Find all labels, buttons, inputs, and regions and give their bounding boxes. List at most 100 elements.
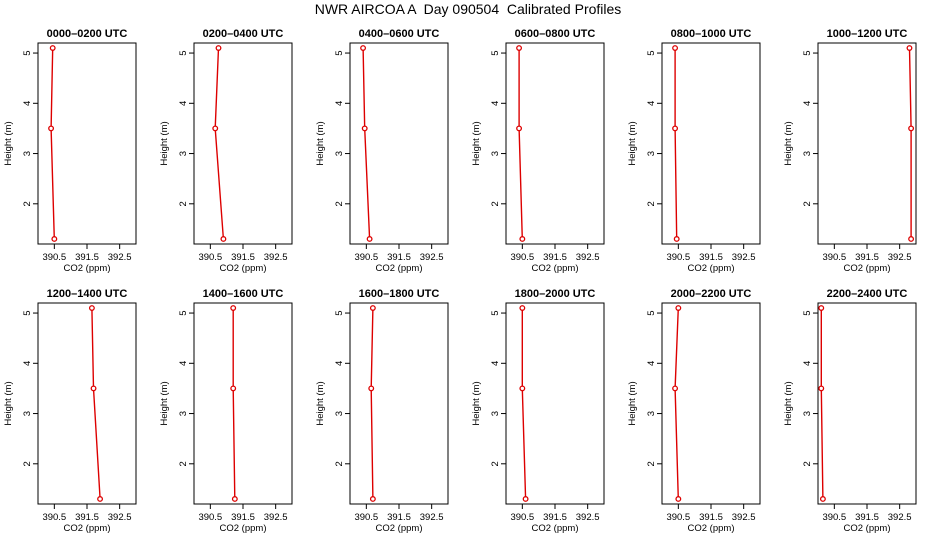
x-axis-label: CO2 (ppm) — [64, 263, 111, 274]
y-tick-label: 5 — [334, 310, 345, 315]
data-point — [818, 385, 825, 392]
y-tick-label: 4 — [646, 361, 657, 366]
x-tick-label: 392.5 — [264, 252, 288, 263]
panel-title: 0800–1000 UTC — [671, 28, 752, 40]
panel-title: 0600–0800 UTC — [515, 28, 596, 40]
x-tick-label: 390.5 — [42, 512, 66, 523]
data-point — [231, 496, 238, 502]
y-tick-label: 2 — [334, 461, 345, 466]
x-tick-label: 391.5 — [855, 252, 879, 263]
panel-6: 1000–1200 UTC 390.5 391.5 392.5 2 3 4 5 CO2 (ppm… — [783, 28, 917, 274]
y-tick-label: 2 — [802, 201, 813, 206]
x-tick-label: 391.5 — [699, 512, 723, 523]
panel-12: 2200–2400 UTC 390.5 391.5 392.5 2 3 4 5 CO2 (ppm… — [783, 288, 917, 534]
y-tick-label: 2 — [334, 201, 345, 206]
y-tick-label: 4 — [334, 361, 345, 366]
x-tick-label: 391.5 — [75, 512, 99, 523]
panel-title: 0400–0600 UTC — [359, 28, 440, 40]
y-tick-label: 2 — [802, 461, 813, 466]
profile-line — [232, 308, 236, 500]
x-tick-label: 392.5 — [732, 252, 756, 263]
x-tick-label: 391.5 — [387, 512, 411, 523]
y-axis-label: Height (m) — [783, 381, 794, 425]
panel-2: 0200–0400 UTC 390.5 391.5 392.5 2 3 4 5 CO2 (ppm… — [159, 28, 293, 274]
y-tick-label: 2 — [490, 201, 501, 206]
y-tick-label: 3 — [802, 411, 813, 416]
data-point — [675, 305, 682, 311]
profile-line — [674, 307, 679, 500]
profile-line — [908, 47, 912, 239]
data-point — [673, 236, 680, 242]
y-tick-label: 5 — [646, 50, 657, 55]
panel-5: 0800–1000 UTC 390.5 391.5 392.5 2 3 4 5 CO2 (ppm… — [627, 28, 761, 274]
profile-line — [50, 47, 55, 240]
y-tick-label: 3 — [22, 151, 33, 156]
x-axis-label: CO2 (ppm) — [376, 263, 423, 274]
x-tick-label: 391.5 — [387, 252, 411, 263]
y-tick-label: 5 — [22, 50, 33, 55]
data-point — [906, 45, 913, 51]
y-tick-label: 5 — [334, 50, 345, 55]
profile-line — [521, 308, 527, 500]
panel-3: 0400–0600 UTC 390.5 391.5 392.5 2 3 4 5 CO2 (ppm… — [315, 28, 449, 274]
x-tick-label: 391.5 — [543, 512, 567, 523]
y-tick-label: 3 — [178, 411, 189, 416]
panel-7: 1200–1400 UTC 390.5 391.5 392.5 2 3 4 5 CO2 (ppm… — [3, 288, 137, 534]
panel-title: 1400–1600 UTC — [203, 288, 284, 300]
y-tick-label: 3 — [178, 151, 189, 156]
figure-title: NWR AIRCOA A Day 090504 Calibrated Profi… — [314, 1, 622, 17]
y-axis-label: Height (m) — [315, 121, 326, 165]
y-axis-label: Height (m) — [3, 381, 14, 425]
x-tick-label: 390.5 — [354, 512, 378, 523]
panel-title: 2000–2200 UTC — [671, 288, 752, 300]
data-point — [519, 236, 526, 242]
y-tick-label: 4 — [802, 101, 813, 106]
x-tick-label: 391.5 — [699, 252, 723, 263]
profile-line — [370, 307, 374, 500]
plot-frame — [193, 42, 293, 245]
y-axis-label: Height (m) — [627, 381, 638, 425]
y-axis-label: Height (m) — [471, 121, 482, 165]
y-tick-label: 3 — [22, 411, 33, 416]
y-tick-label: 2 — [178, 461, 189, 466]
x-tick-label: 390.5 — [198, 252, 222, 263]
y-tick-label: 3 — [490, 411, 501, 416]
data-point — [90, 385, 97, 392]
plot-frame — [505, 42, 605, 245]
panel-11: 2000–2200 UTC 390.5 391.5 392.5 2 3 4 5 CO2 (ppm… — [627, 288, 761, 534]
y-tick-label: 5 — [22, 310, 33, 315]
y-tick-label: 4 — [178, 101, 189, 106]
data-point — [97, 496, 104, 502]
x-tick-label: 390.5 — [822, 512, 846, 523]
x-tick-label: 390.5 — [822, 252, 846, 263]
x-tick-label: 392.5 — [888, 252, 912, 263]
y-tick-label: 5 — [490, 310, 501, 315]
plot-frame — [817, 302, 917, 505]
x-axis-label: CO2 (ppm) — [220, 263, 267, 274]
data-point — [48, 125, 55, 132]
plot-frame — [817, 42, 917, 245]
panel-title: 0200–0400 UTC — [203, 28, 284, 40]
data-point — [672, 125, 679, 132]
x-tick-label: 391.5 — [75, 252, 99, 263]
x-tick-label: 392.5 — [420, 512, 444, 523]
profile-line — [362, 47, 371, 240]
y-tick-label: 3 — [802, 151, 813, 156]
data-point — [51, 236, 58, 242]
x-tick-label: 392.5 — [264, 512, 288, 523]
data-point — [369, 496, 376, 502]
y-tick-label: 4 — [22, 361, 33, 366]
profile-line — [518, 48, 523, 240]
y-tick-label: 5 — [646, 310, 657, 315]
x-tick-label: 390.5 — [666, 512, 690, 523]
profile-line — [91, 307, 101, 500]
profile-line — [214, 47, 225, 240]
data-point — [672, 45, 679, 51]
data-point — [819, 496, 826, 502]
x-tick-label: 390.5 — [42, 252, 66, 263]
y-tick-label: 2 — [22, 461, 33, 466]
data-point — [908, 125, 915, 132]
panel-9: 1600–1800 UTC 390.5 391.5 392.5 2 3 4 5 CO2 (ppm… — [315, 288, 449, 534]
x-axis-label: CO2 (ppm) — [532, 523, 579, 534]
data-point — [215, 45, 222, 51]
